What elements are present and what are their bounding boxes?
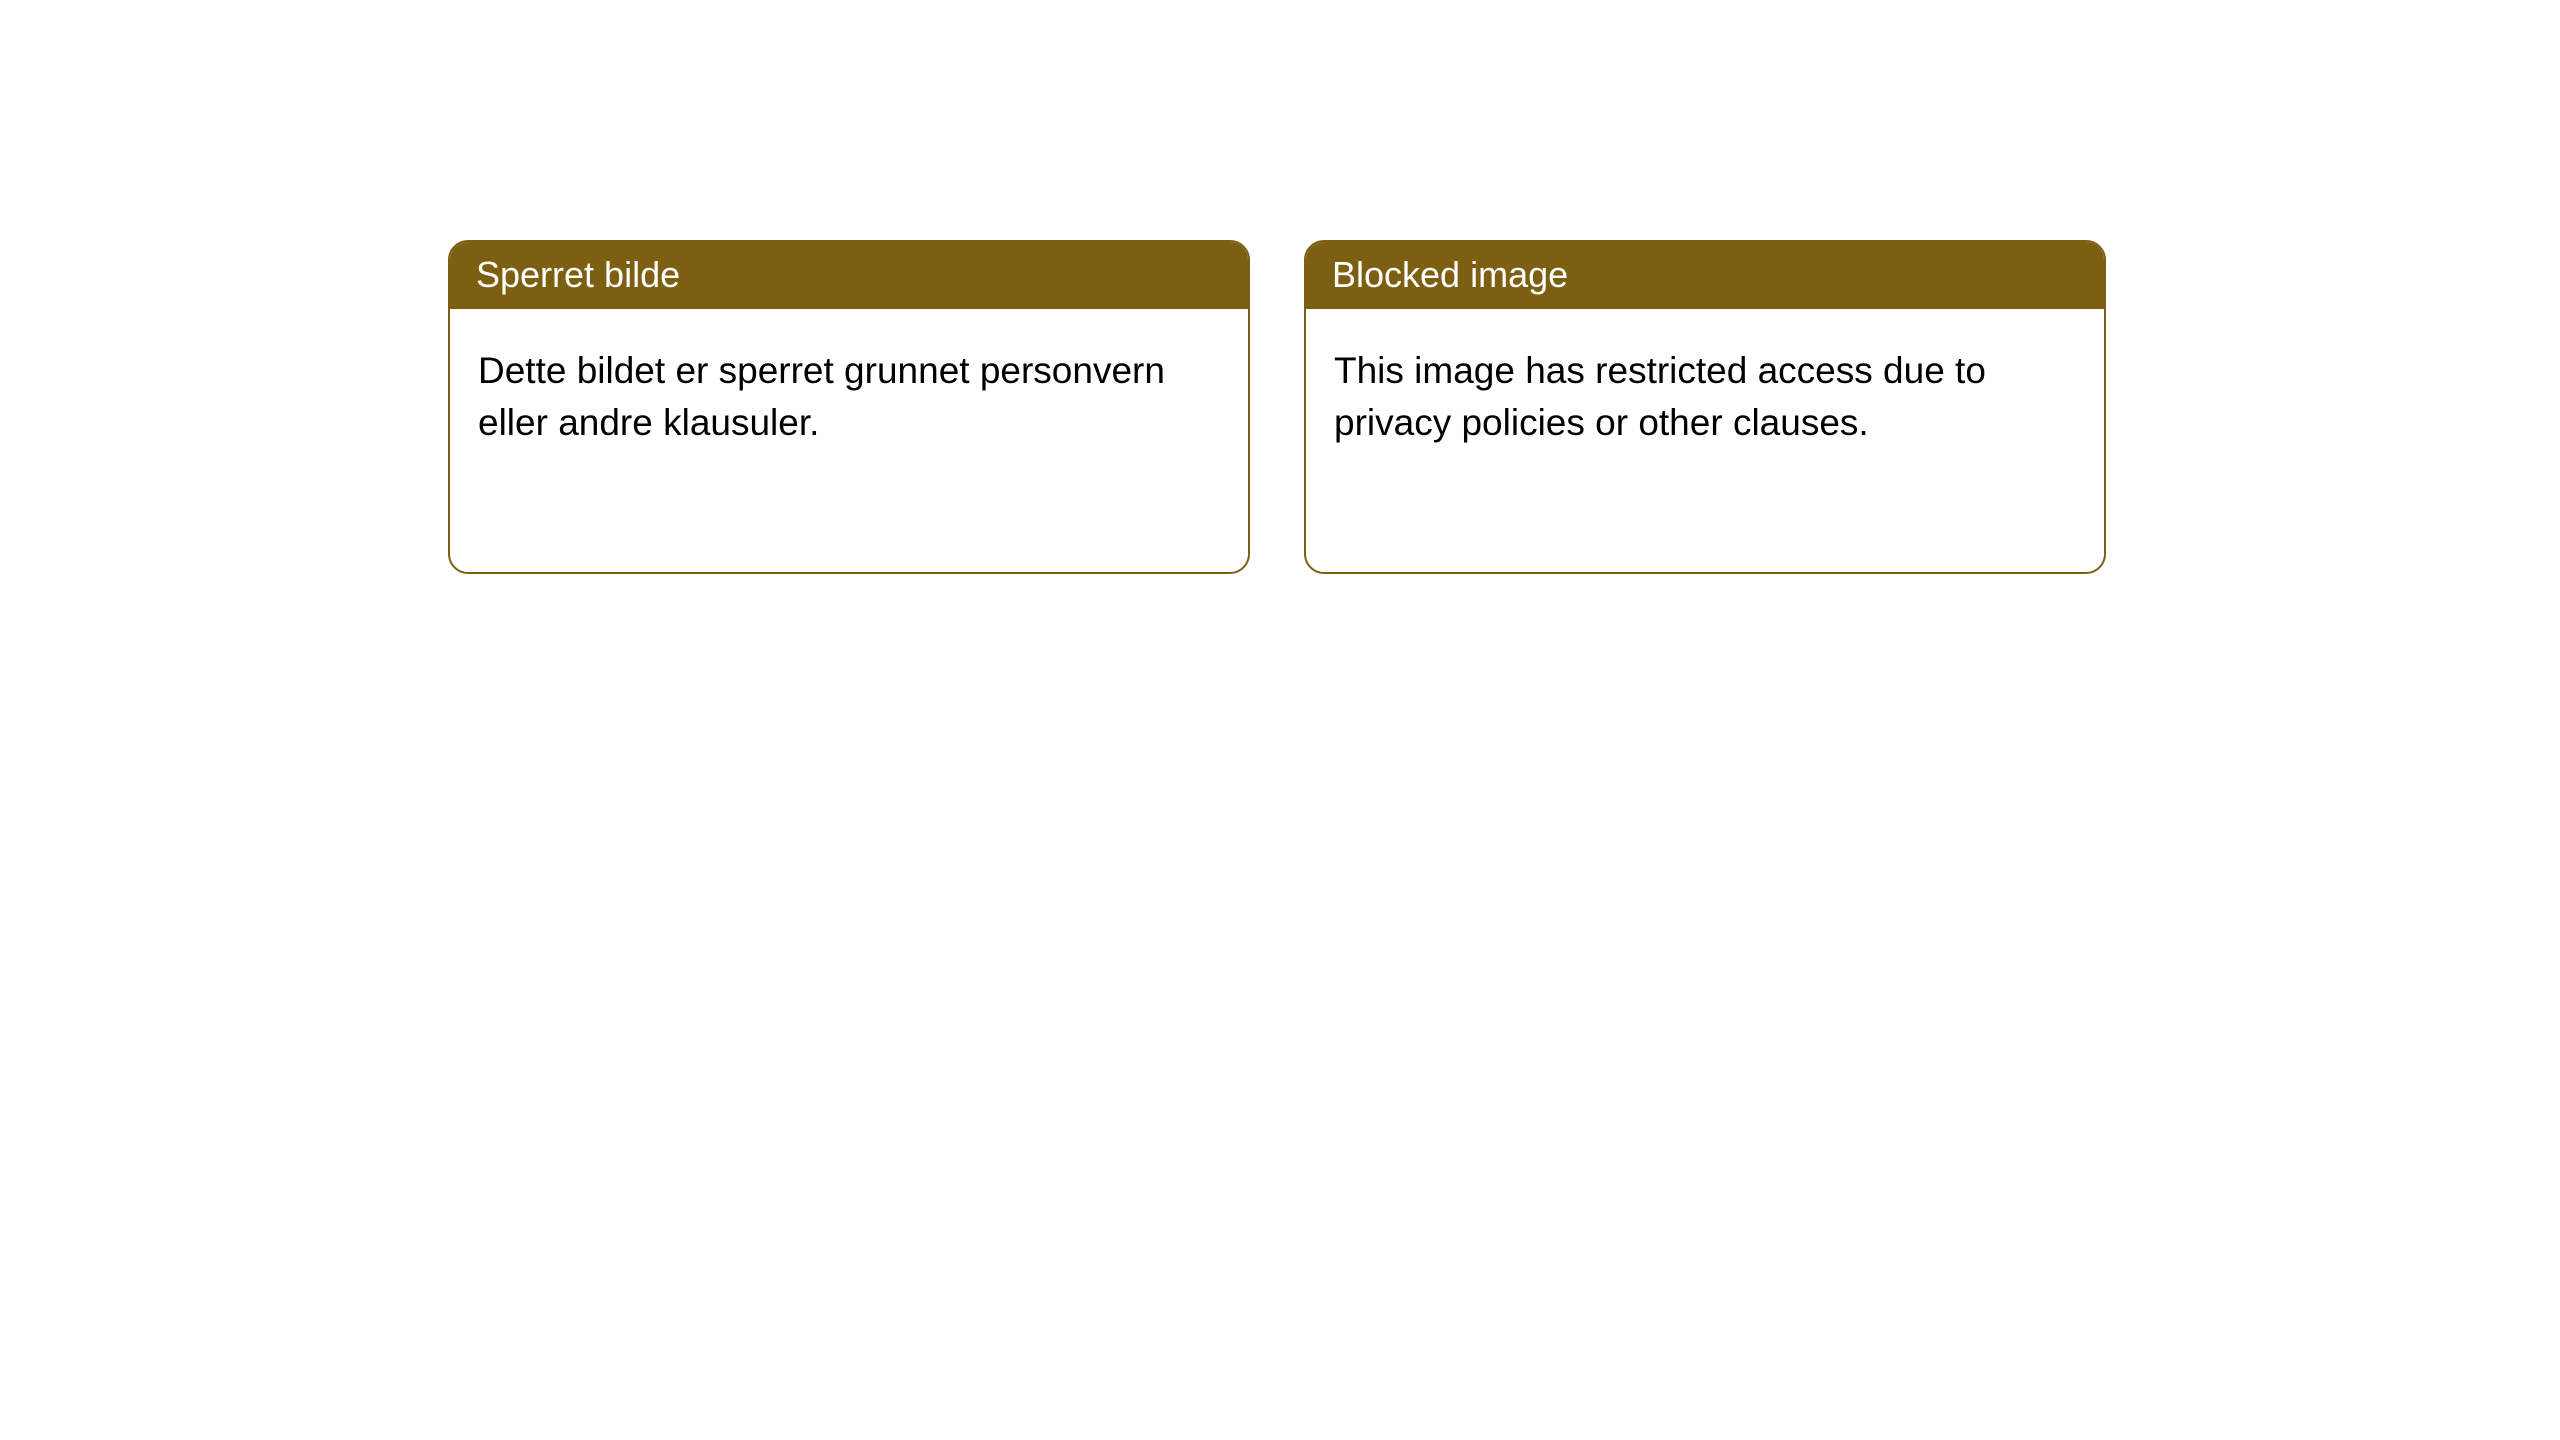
card-title: Blocked image: [1306, 242, 2104, 309]
card-title: Sperret bilde: [450, 242, 1248, 309]
notice-card-english: Blocked image This image has restricted …: [1304, 240, 2106, 574]
notice-card-norwegian: Sperret bilde Dette bildet er sperret gr…: [448, 240, 1250, 574]
card-body-text: This image has restricted access due to …: [1306, 309, 2104, 485]
notice-cards-container: Sperret bilde Dette bildet er sperret gr…: [0, 0, 2560, 574]
card-body-text: Dette bildet er sperret grunnet personve…: [450, 309, 1248, 485]
